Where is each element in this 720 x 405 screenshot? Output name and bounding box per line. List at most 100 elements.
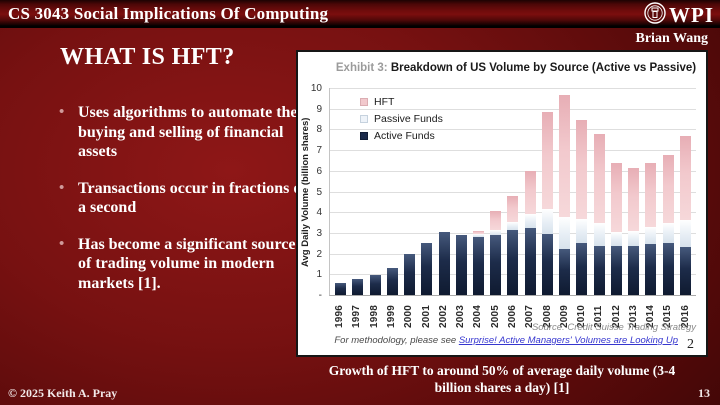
- passive-funds-segment: [679, 220, 691, 248]
- wpi-logo-text: WPI: [669, 3, 714, 27]
- hft-segment: [628, 167, 640, 231]
- bar-2009: [559, 95, 571, 295]
- bar-2005: [490, 211, 502, 295]
- legend-item: HFT: [360, 96, 443, 108]
- x-tick-slot: 2003: [452, 298, 469, 328]
- chart-legend: HFT Passive Funds Active Funds: [360, 96, 443, 147]
- bar-slot: [470, 88, 487, 295]
- gridline: [330, 191, 696, 193]
- bar-2011: [593, 133, 605, 295]
- author-name: Brian Wang: [635, 31, 709, 46]
- bar-2013: [628, 167, 640, 295]
- active-funds-segment: [335, 282, 347, 295]
- hft-segment: [472, 230, 484, 234]
- legend-item: Active Funds: [360, 130, 443, 142]
- x-tick-slot: 1996: [331, 298, 348, 328]
- legend-label: Active Funds: [374, 130, 435, 142]
- x-tick-label: 1999: [385, 304, 397, 328]
- active-funds-segment: [576, 243, 588, 295]
- bar-2014: [645, 162, 657, 295]
- header-banner: CS 3043 Social Implications Of Computing: [0, 0, 720, 28]
- y-tick-label: 6: [316, 165, 322, 177]
- slide-title: WHAT IS HFT?: [60, 44, 235, 70]
- x-tick-slot: 2005: [487, 298, 504, 328]
- passive-funds-segment: [593, 222, 605, 247]
- bar-1999: [386, 268, 398, 295]
- y-tick-label: 9: [316, 103, 322, 115]
- active-funds-segment: [524, 227, 536, 295]
- bar-slot: [418, 88, 435, 295]
- bullet-item: Uses algorithms to automate the buying a…: [57, 103, 307, 162]
- chart-title: Exhibit 3: Breakdown of US Volume by Sou…: [332, 62, 700, 74]
- bullet-item: Transactions occur in fractions of a sec…: [57, 179, 307, 218]
- hft-segment: [610, 162, 622, 232]
- active-funds-segment: [645, 244, 657, 295]
- x-tick-label: 2005: [489, 304, 501, 328]
- gridline: [330, 108, 696, 110]
- y-tick-label: 10: [310, 83, 322, 94]
- active-funds-segment: [455, 234, 467, 295]
- hft-segment: [490, 211, 502, 230]
- chart-title-prefix: Exhibit 3:: [335, 62, 388, 74]
- x-tick-label: 2000: [403, 304, 415, 328]
- active-funds-segment: [610, 246, 622, 295]
- active-funds-segment: [559, 249, 571, 295]
- hft-segment: [593, 133, 605, 223]
- gridline: [330, 88, 696, 89]
- copyright-text: © 2025 Keith A. Pray: [8, 386, 118, 400]
- gridline: [330, 170, 696, 172]
- y-tick-label: 7: [316, 145, 322, 157]
- y-tick-label: 2: [316, 248, 322, 260]
- y-axis-ticks: 10 9 8 7 6 5 4 3 2 1 -: [298, 83, 325, 301]
- bar-slot: [522, 88, 539, 295]
- active-funds-segment: [369, 275, 381, 295]
- hft-segment: [541, 111, 553, 210]
- passive-funds-segment: [472, 233, 484, 238]
- chart-footnote: For methodology, please see Surprise! Ac…: [334, 335, 678, 346]
- bar-2008: [541, 111, 553, 295]
- y-tick-label: -: [318, 290, 322, 301]
- hft-segment: [645, 162, 657, 227]
- x-tick-slot: 2001: [417, 298, 434, 328]
- bar-slot: [435, 88, 452, 295]
- bar-slot: [573, 88, 590, 295]
- bar-slot: [504, 88, 521, 295]
- passive-funds-segment: [490, 229, 502, 235]
- footnote-link[interactable]: Surprise! Active Managers' Volumes are L…: [458, 335, 678, 346]
- bar-slot: [677, 88, 694, 295]
- x-tick-slot: 2006: [504, 298, 521, 328]
- passive-funds-segment: [541, 209, 553, 234]
- x-tick-slot: 1999: [383, 298, 400, 328]
- wpi-crest-icon: [644, 2, 666, 29]
- gridline: [330, 150, 696, 152]
- active-funds-segment: [352, 279, 364, 295]
- hft-segment: [679, 135, 691, 221]
- bar-1997: [352, 279, 364, 295]
- gridline: [330, 129, 696, 131]
- course-title: CS 3043 Social Implications Of Computing: [8, 4, 329, 23]
- bars-layer: [330, 88, 696, 295]
- active-funds-segment: [679, 247, 691, 295]
- y-tick-label: 8: [316, 124, 322, 136]
- bar-2007: [524, 170, 536, 295]
- bar-slot: [401, 88, 418, 295]
- y-tick-label: 3: [316, 227, 322, 239]
- x-tick-label: 1997: [351, 304, 363, 328]
- active-funds-segment: [438, 231, 450, 295]
- hft-segment: [559, 95, 571, 218]
- legend-swatch-hft: [360, 98, 368, 106]
- y-tick-label: 4: [316, 207, 322, 219]
- bullet-text: Uses algorithms to automate the buying a…: [78, 104, 298, 161]
- active-funds-segment: [507, 229, 519, 295]
- passive-funds-segment: [576, 219, 588, 244]
- active-funds-segment: [472, 237, 484, 295]
- bar-2015: [662, 155, 674, 295]
- legend-swatch-active-funds: [360, 132, 368, 140]
- bar-1998: [369, 275, 381, 295]
- x-tick-label: 2006: [506, 304, 518, 328]
- x-tick-label: 2004: [472, 304, 484, 328]
- bar-slot: [366, 88, 383, 295]
- x-tick-label: 1998: [368, 304, 380, 328]
- active-funds-segment: [628, 246, 640, 295]
- bar-slot: [659, 88, 676, 295]
